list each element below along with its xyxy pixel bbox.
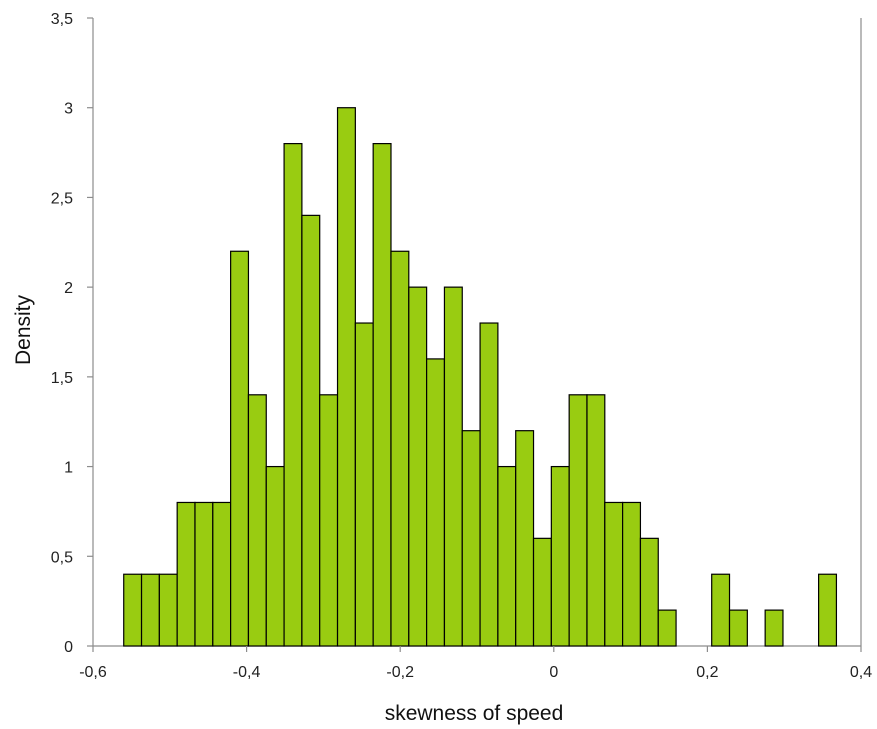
x-tick-label: -0,4 xyxy=(233,664,261,681)
x-tick-label: -0,2 xyxy=(386,664,414,681)
y-tick-label: 1 xyxy=(64,460,73,477)
histogram-bar xyxy=(319,394,339,647)
histogram-bar xyxy=(497,465,517,647)
histogram-bar xyxy=(212,501,232,647)
histogram-bar xyxy=(639,537,659,647)
histogram-bar xyxy=(532,537,552,647)
x-axis-title: skewness of speed xyxy=(385,702,564,725)
histogram-bar xyxy=(728,609,748,647)
histogram-bar xyxy=(176,501,196,647)
histogram-bar xyxy=(283,143,303,647)
bars-group xyxy=(123,107,838,647)
histogram-bar xyxy=(123,573,143,647)
histogram-bar xyxy=(354,322,374,647)
y-tick-label: 0,5 xyxy=(51,549,73,566)
histogram-bar xyxy=(372,143,392,647)
histogram-bar xyxy=(568,394,588,647)
histogram-bar xyxy=(336,107,356,647)
histogram-bar xyxy=(461,430,481,647)
y-axis-ticks: 0 0,5 1 1,5 2 2,5 3 3,5 xyxy=(51,11,93,656)
y-tick-label: 2,5 xyxy=(51,190,73,207)
histogram-bar xyxy=(158,573,178,647)
histogram-bar xyxy=(622,501,642,647)
histogram-bar xyxy=(140,573,160,647)
x-tick-label: -0,6 xyxy=(79,664,107,681)
histogram-bar xyxy=(408,286,428,647)
histogram-bar xyxy=(550,465,570,647)
histogram-bar xyxy=(479,322,499,647)
y-tick-label: 3 xyxy=(64,101,73,118)
x-tick-label: 0 xyxy=(549,664,558,681)
histogram-bar xyxy=(818,573,838,647)
histogram-bar xyxy=(443,286,463,647)
histogram-bar xyxy=(604,501,624,647)
y-tick-label: 1,5 xyxy=(51,370,73,387)
histogram-bar xyxy=(265,465,285,647)
y-tick-label: 2 xyxy=(64,280,73,297)
histogram-bar xyxy=(515,430,535,647)
y-tick-label: 3,5 xyxy=(51,11,73,28)
x-tick-label: 0,4 xyxy=(850,664,872,681)
histogram-bar xyxy=(230,250,250,647)
histogram-bar xyxy=(301,214,321,647)
y-tick-label: 0 xyxy=(64,639,73,656)
histogram-bar xyxy=(711,573,731,647)
histogram-bar xyxy=(426,358,446,647)
histogram-bar xyxy=(764,609,784,647)
y-axis-title: Density xyxy=(12,294,35,365)
x-tick-label: 0,2 xyxy=(696,664,718,681)
histogram-bar xyxy=(194,501,214,647)
histogram-bar xyxy=(247,394,267,647)
x-axis-ticks: -0,6 -0,4 -0,2 0 0,2 0,4 xyxy=(79,646,872,681)
histogram-bar xyxy=(586,394,606,647)
histogram-bar xyxy=(657,609,677,647)
histogram-bar xyxy=(390,250,410,647)
